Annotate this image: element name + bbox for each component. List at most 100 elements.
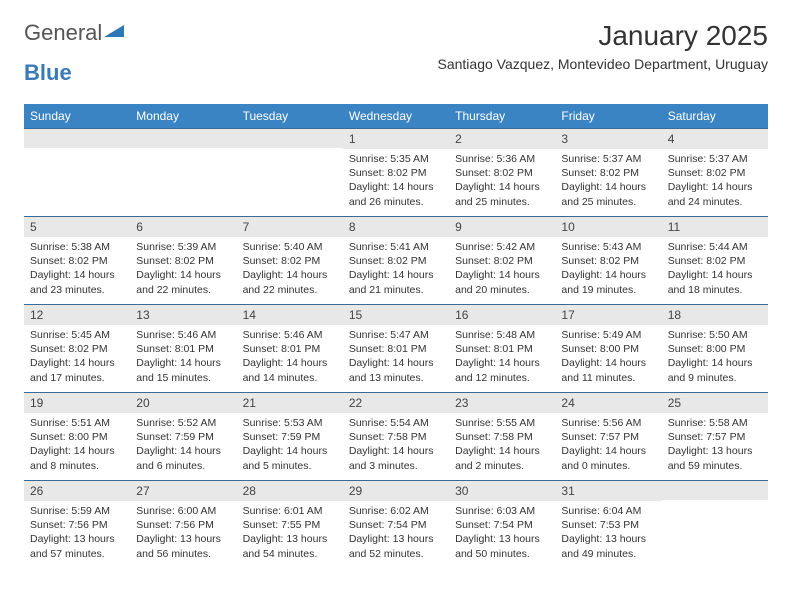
day-cell: 3Sunrise: 5:37 AMSunset: 8:02 PMDaylight… xyxy=(555,128,661,216)
day-header-row: SundayMondayTuesdayWednesdayThursdayFrid… xyxy=(24,104,768,128)
day-cell: 13Sunrise: 5:46 AMSunset: 8:01 PMDayligh… xyxy=(130,304,236,392)
day-cell: 11Sunrise: 5:44 AMSunset: 8:02 PMDayligh… xyxy=(662,216,768,304)
day-header: Friday xyxy=(555,104,661,128)
calendar-week-row: 26Sunrise: 5:59 AMSunset: 7:56 PMDayligh… xyxy=(24,480,768,568)
day-number: 4 xyxy=(662,128,768,149)
empty-day xyxy=(24,128,130,148)
day-cell: 28Sunrise: 6:01 AMSunset: 7:55 PMDayligh… xyxy=(237,480,343,568)
day-header: Saturday xyxy=(662,104,768,128)
day-number: 19 xyxy=(24,392,130,413)
day-number: 29 xyxy=(343,480,449,501)
day-data: Sunrise: 5:45 AMSunset: 8:02 PMDaylight:… xyxy=(24,325,130,388)
day-data: Sunrise: 5:59 AMSunset: 7:56 PMDaylight:… xyxy=(24,501,130,564)
day-cell: 20Sunrise: 5:52 AMSunset: 7:59 PMDayligh… xyxy=(130,392,236,480)
day-number: 31 xyxy=(555,480,661,501)
day-cell: 24Sunrise: 5:56 AMSunset: 7:57 PMDayligh… xyxy=(555,392,661,480)
day-cell: 7Sunrise: 5:40 AMSunset: 8:02 PMDaylight… xyxy=(237,216,343,304)
day-data: Sunrise: 6:02 AMSunset: 7:54 PMDaylight:… xyxy=(343,501,449,564)
day-number: 24 xyxy=(555,392,661,413)
day-data: Sunrise: 6:04 AMSunset: 7:53 PMDaylight:… xyxy=(555,501,661,564)
calendar-week-row: 5Sunrise: 5:38 AMSunset: 8:02 PMDaylight… xyxy=(24,216,768,304)
day-data: Sunrise: 5:38 AMSunset: 8:02 PMDaylight:… xyxy=(24,237,130,300)
day-cell: 12Sunrise: 5:45 AMSunset: 8:02 PMDayligh… xyxy=(24,304,130,392)
day-cell: 17Sunrise: 5:49 AMSunset: 8:00 PMDayligh… xyxy=(555,304,661,392)
logo-text-blue: Blue xyxy=(24,60,72,85)
day-data: Sunrise: 5:50 AMSunset: 8:00 PMDaylight:… xyxy=(662,325,768,388)
day-number: 5 xyxy=(24,216,130,237)
day-cell: 31Sunrise: 6:04 AMSunset: 7:53 PMDayligh… xyxy=(555,480,661,568)
day-cell: 8Sunrise: 5:41 AMSunset: 8:02 PMDaylight… xyxy=(343,216,449,304)
day-number: 26 xyxy=(24,480,130,501)
calendar-week-row: 12Sunrise: 5:45 AMSunset: 8:02 PMDayligh… xyxy=(24,304,768,392)
logo: General xyxy=(24,20,126,46)
day-number: 22 xyxy=(343,392,449,413)
day-data: Sunrise: 5:53 AMSunset: 7:59 PMDaylight:… xyxy=(237,413,343,476)
day-data: Sunrise: 5:46 AMSunset: 8:01 PMDaylight:… xyxy=(130,325,236,388)
day-number: 17 xyxy=(555,304,661,325)
day-data: Sunrise: 5:40 AMSunset: 8:02 PMDaylight:… xyxy=(237,237,343,300)
day-number: 10 xyxy=(555,216,661,237)
day-data: Sunrise: 5:35 AMSunset: 8:02 PMDaylight:… xyxy=(343,149,449,212)
logo-triangle-icon xyxy=(104,23,124,44)
day-number: 14 xyxy=(237,304,343,325)
day-data: Sunrise: 5:36 AMSunset: 8:02 PMDaylight:… xyxy=(449,149,555,212)
day-number: 12 xyxy=(24,304,130,325)
day-cell: 6Sunrise: 5:39 AMSunset: 8:02 PMDaylight… xyxy=(130,216,236,304)
day-cell xyxy=(24,128,130,216)
day-number: 25 xyxy=(662,392,768,413)
day-data: Sunrise: 6:03 AMSunset: 7:54 PMDaylight:… xyxy=(449,501,555,564)
day-data: Sunrise: 5:51 AMSunset: 8:00 PMDaylight:… xyxy=(24,413,130,476)
logo-text-general: General xyxy=(24,20,102,46)
day-cell: 1Sunrise: 5:35 AMSunset: 8:02 PMDaylight… xyxy=(343,128,449,216)
day-data: Sunrise: 5:37 AMSunset: 8:02 PMDaylight:… xyxy=(662,149,768,212)
day-cell: 29Sunrise: 6:02 AMSunset: 7:54 PMDayligh… xyxy=(343,480,449,568)
day-number: 11 xyxy=(662,216,768,237)
day-number: 20 xyxy=(130,392,236,413)
day-data: Sunrise: 5:54 AMSunset: 7:58 PMDaylight:… xyxy=(343,413,449,476)
day-data: Sunrise: 5:55 AMSunset: 7:58 PMDaylight:… xyxy=(449,413,555,476)
day-data: Sunrise: 6:00 AMSunset: 7:56 PMDaylight:… xyxy=(130,501,236,564)
day-cell xyxy=(237,128,343,216)
day-cell: 26Sunrise: 5:59 AMSunset: 7:56 PMDayligh… xyxy=(24,480,130,568)
day-number: 16 xyxy=(449,304,555,325)
day-data: Sunrise: 5:41 AMSunset: 8:02 PMDaylight:… xyxy=(343,237,449,300)
day-cell: 19Sunrise: 5:51 AMSunset: 8:00 PMDayligh… xyxy=(24,392,130,480)
day-cell: 5Sunrise: 5:38 AMSunset: 8:02 PMDaylight… xyxy=(24,216,130,304)
empty-day xyxy=(662,480,768,500)
day-cell: 30Sunrise: 6:03 AMSunset: 7:54 PMDayligh… xyxy=(449,480,555,568)
day-cell: 2Sunrise: 5:36 AMSunset: 8:02 PMDaylight… xyxy=(449,128,555,216)
day-number: 15 xyxy=(343,304,449,325)
day-cell: 9Sunrise: 5:42 AMSunset: 8:02 PMDaylight… xyxy=(449,216,555,304)
day-data: Sunrise: 5:47 AMSunset: 8:01 PMDaylight:… xyxy=(343,325,449,388)
day-cell: 14Sunrise: 5:46 AMSunset: 8:01 PMDayligh… xyxy=(237,304,343,392)
day-data: Sunrise: 5:58 AMSunset: 7:57 PMDaylight:… xyxy=(662,413,768,476)
day-number: 18 xyxy=(662,304,768,325)
day-number: 6 xyxy=(130,216,236,237)
day-number: 2 xyxy=(449,128,555,149)
day-data: Sunrise: 6:01 AMSunset: 7:55 PMDaylight:… xyxy=(237,501,343,564)
day-header: Tuesday xyxy=(237,104,343,128)
day-data: Sunrise: 5:48 AMSunset: 8:01 PMDaylight:… xyxy=(449,325,555,388)
calendar-table: SundayMondayTuesdayWednesdayThursdayFrid… xyxy=(24,104,768,568)
day-cell: 21Sunrise: 5:53 AMSunset: 7:59 PMDayligh… xyxy=(237,392,343,480)
day-number: 13 xyxy=(130,304,236,325)
calendar-week-row: 19Sunrise: 5:51 AMSunset: 8:00 PMDayligh… xyxy=(24,392,768,480)
day-number: 1 xyxy=(343,128,449,149)
day-data: Sunrise: 5:39 AMSunset: 8:02 PMDaylight:… xyxy=(130,237,236,300)
day-data: Sunrise: 5:37 AMSunset: 8:02 PMDaylight:… xyxy=(555,149,661,212)
day-cell xyxy=(662,480,768,568)
day-header: Wednesday xyxy=(343,104,449,128)
day-data: Sunrise: 5:43 AMSunset: 8:02 PMDaylight:… xyxy=(555,237,661,300)
day-data: Sunrise: 5:46 AMSunset: 8:01 PMDaylight:… xyxy=(237,325,343,388)
day-number: 28 xyxy=(237,480,343,501)
day-number: 27 xyxy=(130,480,236,501)
day-cell: 23Sunrise: 5:55 AMSunset: 7:58 PMDayligh… xyxy=(449,392,555,480)
day-number: 8 xyxy=(343,216,449,237)
day-cell xyxy=(130,128,236,216)
day-cell: 27Sunrise: 6:00 AMSunset: 7:56 PMDayligh… xyxy=(130,480,236,568)
day-data: Sunrise: 5:44 AMSunset: 8:02 PMDaylight:… xyxy=(662,237,768,300)
day-cell: 25Sunrise: 5:58 AMSunset: 7:57 PMDayligh… xyxy=(662,392,768,480)
day-data: Sunrise: 5:56 AMSunset: 7:57 PMDaylight:… xyxy=(555,413,661,476)
day-number: 23 xyxy=(449,392,555,413)
day-number: 9 xyxy=(449,216,555,237)
